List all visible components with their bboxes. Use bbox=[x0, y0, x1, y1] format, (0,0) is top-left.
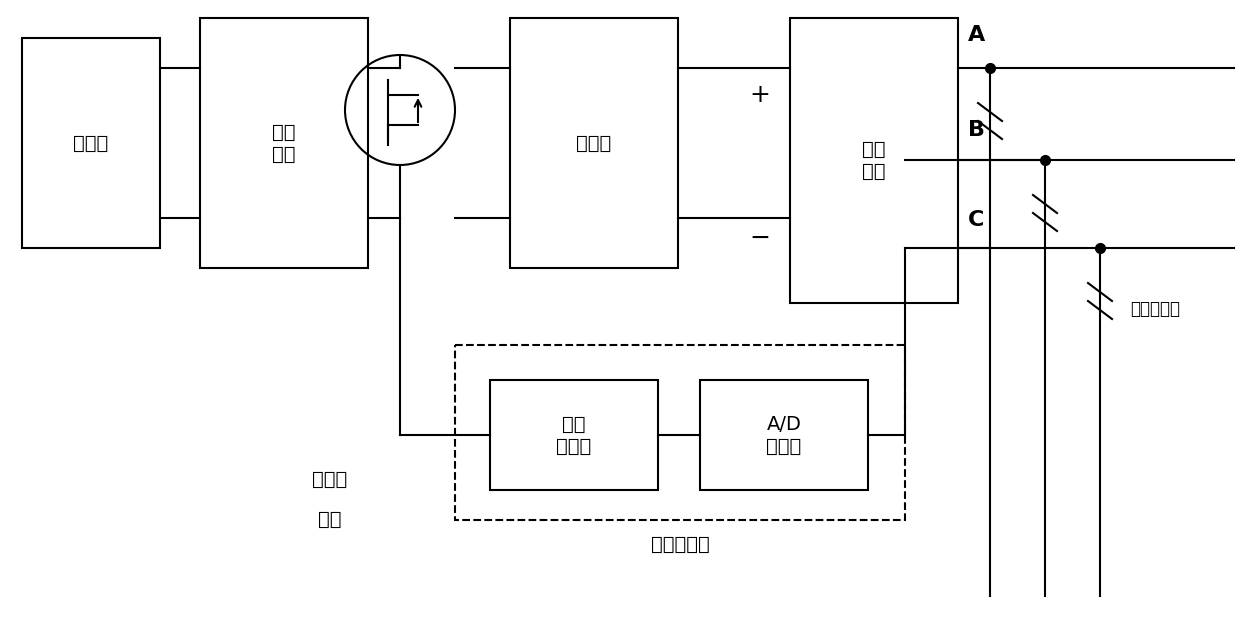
Text: 占空比: 占空比 bbox=[312, 470, 348, 489]
Text: −: − bbox=[750, 226, 771, 250]
Bar bbox=[199, 18, 368, 268]
Text: 数字调压器: 数字调压器 bbox=[650, 535, 710, 554]
Bar bbox=[510, 18, 678, 268]
Text: C: C bbox=[968, 210, 984, 230]
Text: A/D
转换器: A/D 转换器 bbox=[767, 414, 802, 456]
Text: +: + bbox=[750, 83, 771, 107]
Text: B: B bbox=[968, 120, 985, 140]
Text: 数字
控制器: 数字 控制器 bbox=[556, 414, 592, 456]
Text: 调节点电压: 调节点电压 bbox=[1130, 300, 1180, 318]
Bar bbox=[455, 345, 904, 520]
Bar bbox=[22, 38, 160, 248]
Bar bbox=[700, 380, 869, 490]
Text: 永磁机: 永磁机 bbox=[73, 133, 109, 153]
Text: 主发
电机: 主发 电机 bbox=[862, 140, 886, 181]
Text: 信号: 信号 bbox=[318, 510, 342, 529]
Bar bbox=[790, 18, 958, 303]
Bar bbox=[489, 380, 658, 490]
Text: A: A bbox=[968, 25, 985, 45]
Text: 整流
滤波: 整流 滤波 bbox=[273, 123, 296, 163]
Text: 励磁机: 励磁机 bbox=[576, 133, 612, 153]
